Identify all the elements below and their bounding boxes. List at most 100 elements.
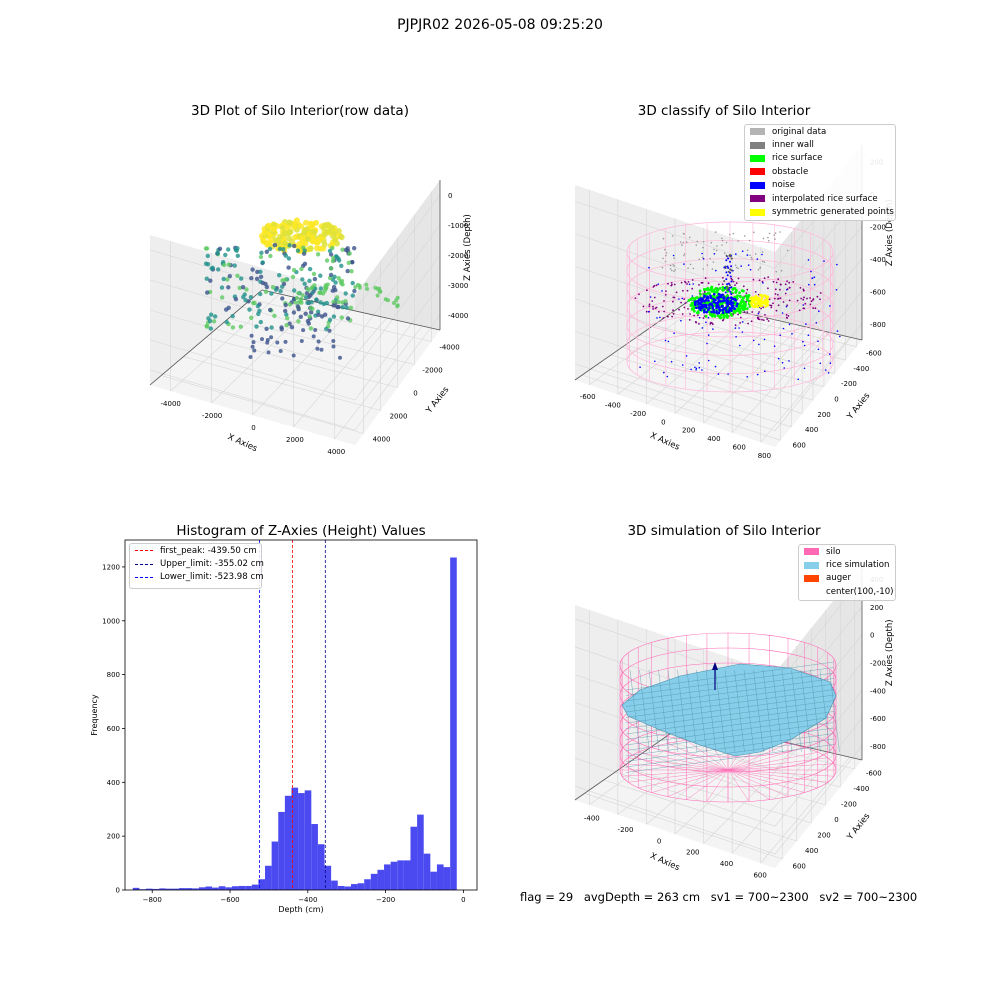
p2-rice-point (742, 304, 746, 308)
p2-noise-point (717, 373, 720, 375)
p1-data-point (213, 314, 218, 319)
p1-data-point (264, 326, 269, 331)
p2-noise-point (715, 269, 717, 272)
p1-grid (334, 325, 423, 440)
p1-data-point (299, 266, 304, 272)
p2-rice-point (718, 287, 722, 290)
p2-wall-point (661, 266, 664, 269)
p2-interpolated-point (686, 289, 689, 292)
p2-interpolated-point (710, 321, 712, 324)
p2-interpolated-point (779, 297, 782, 299)
p2-noise-point (712, 310, 716, 314)
p1-data-point (345, 246, 350, 251)
legend-entry: rice simulation (799, 558, 895, 571)
p2-noise-point (717, 300, 720, 304)
p1-data-point (270, 285, 276, 290)
p4-x-tick-label: 600 (753, 871, 766, 879)
p1-data-point (286, 265, 291, 270)
p2-wall-point (715, 249, 718, 252)
p2-interpolated-point (667, 282, 669, 285)
p2-noise-point (756, 373, 759, 376)
p2-noise-point (788, 360, 790, 362)
p2-wall-point (673, 265, 676, 267)
p2-interpolated-point (774, 288, 777, 291)
p2-noise-point (700, 299, 703, 303)
p2-interpolated-point (766, 318, 769, 320)
p1-data-point (286, 219, 293, 226)
p2-noise-point (785, 305, 788, 308)
p2-noise-point (722, 296, 725, 299)
p1-data-point (225, 277, 230, 282)
p2-noise-point (730, 309, 733, 313)
p1-data-point (350, 293, 355, 298)
p2-noise-point (667, 340, 670, 343)
p2-wall-point (662, 257, 664, 260)
p2-wall-point (721, 239, 724, 242)
p2-noise-point (839, 335, 841, 338)
p1-data-point (260, 280, 265, 286)
p2-wall-point (702, 241, 705, 243)
p1-data-point (237, 285, 242, 291)
p2-noise-point (791, 333, 793, 335)
p2-noise-point (815, 322, 818, 324)
p1-y-axis-line (261, 289, 441, 331)
p2-wall-point (767, 240, 770, 242)
p2-wall-point (682, 241, 685, 244)
p1-data-point (264, 284, 270, 290)
p1-data-point (287, 302, 293, 307)
p1-data-point (283, 339, 288, 344)
p2-interpolated-point (754, 291, 757, 293)
p1-data-point (300, 277, 305, 282)
p1-data-point (295, 248, 301, 253)
p1-data-point (233, 297, 239, 302)
p2-rice-point (735, 297, 739, 300)
p1-data-point (283, 277, 288, 282)
p4-y-tick-label: 600 (793, 862, 806, 870)
p2-noise-point (730, 296, 733, 300)
sv2-text: sv2 = 700~2300 (819, 890, 918, 904)
p1-data-point (318, 286, 324, 291)
p2-noise-point (703, 300, 706, 303)
p1-data-point (314, 239, 321, 246)
p2-interpolated-point (655, 306, 658, 309)
p2-interpolated-point (796, 299, 799, 302)
p1-x-tick-label: -2000 (202, 412, 222, 420)
p2-noise-point (719, 295, 723, 299)
p2-interpolated-point (695, 321, 697, 324)
p1-data-point (357, 283, 362, 288)
p1-data-point (287, 243, 292, 248)
p2-interpolated-point (802, 298, 805, 301)
p2-rice-point (745, 307, 749, 311)
p2-interpolated-point (767, 320, 770, 322)
p1-grid (211, 301, 316, 404)
p2-noise-point (694, 303, 697, 306)
p2-interpolated-point (686, 283, 688, 285)
p2-noise-point (739, 344, 741, 347)
p2-wall-point (723, 252, 726, 254)
p2-wall-point (687, 267, 689, 270)
p2-interpolated-point (739, 316, 742, 319)
p2-rice-point (721, 286, 725, 289)
p2-noise-point (738, 327, 740, 329)
p2-interpolated-point (750, 320, 753, 323)
p1-data-point (238, 324, 243, 329)
p1-y-tick-label: 2000 (390, 413, 408, 421)
p1-data-point (284, 312, 289, 317)
p1-data-point (216, 267, 221, 272)
p1-data-point (267, 246, 273, 252)
p1-y-tick-label: 0 (413, 390, 417, 398)
p2-wall-point (768, 232, 771, 235)
p1-data-point (353, 285, 358, 289)
p2-interpolated-point (769, 304, 771, 307)
p4-z-tick-label: -200 (870, 660, 886, 668)
p2-wall-point (757, 268, 760, 271)
p1-grid (354, 194, 441, 311)
p4-y-tick-label: 0 (834, 816, 838, 824)
p1-data-point (258, 291, 263, 297)
p1-data-point (394, 298, 399, 303)
p4-x-tick-label: 400 (720, 860, 733, 868)
p2-noise-point (752, 339, 755, 342)
p1-grid (149, 369, 356, 431)
p1-data-point (226, 262, 232, 267)
p1-x-tick-label: -4000 (161, 400, 181, 408)
